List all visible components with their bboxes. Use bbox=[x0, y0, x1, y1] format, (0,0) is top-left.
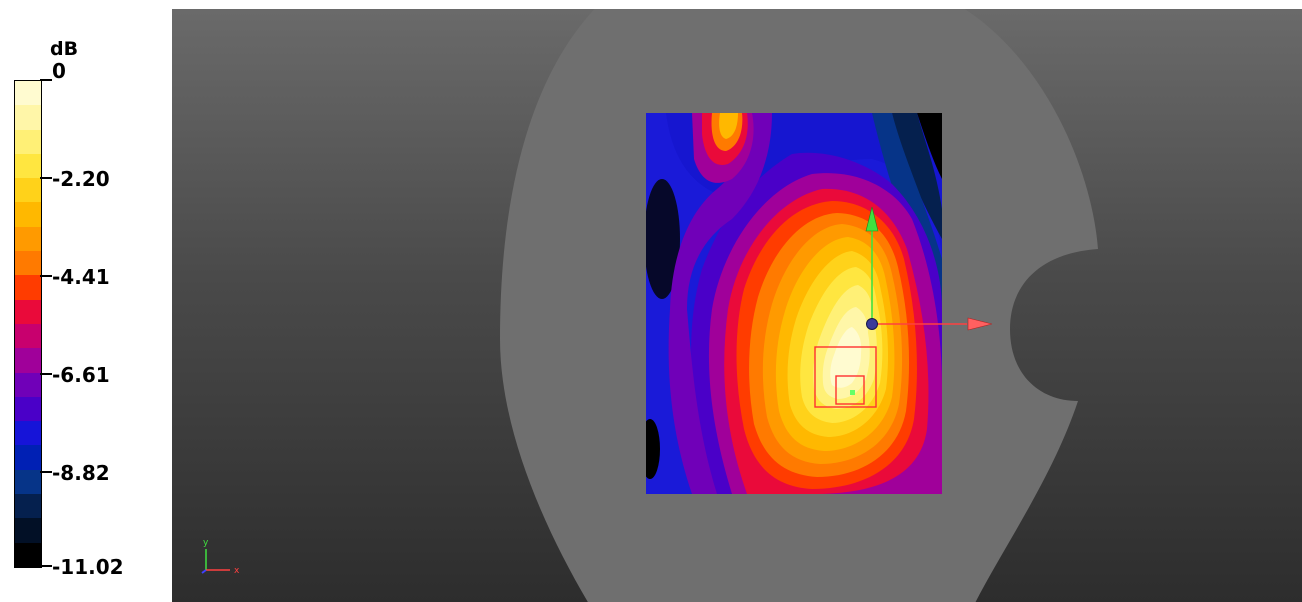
legend-tick-label: -4.41 bbox=[52, 265, 110, 289]
legend-tick-label: 0 bbox=[52, 59, 66, 83]
sar-distribution bbox=[646, 113, 942, 494]
color-scale-legend: dB 0 -2.20 -4.41 -6.61 -8.82 -11.02 bbox=[0, 0, 172, 602]
legend-tick-mark bbox=[40, 471, 52, 473]
y-axis-arrowhead bbox=[865, 206, 879, 232]
axes-triad: y x bbox=[201, 538, 240, 576]
legend-tick-mark bbox=[40, 177, 52, 179]
legend-swatch bbox=[15, 372, 41, 397]
legend-tick-mark bbox=[40, 565, 52, 567]
legend-swatch bbox=[15, 469, 41, 495]
x-axis-arrowhead bbox=[967, 317, 993, 331]
triad-y-label: y bbox=[203, 538, 209, 548]
legend-swatch bbox=[15, 542, 41, 567]
legend-swatch bbox=[15, 153, 41, 179]
triad-z-axis bbox=[201, 569, 207, 574]
legend-tick-label: -2.20 bbox=[52, 167, 110, 191]
legend-swatch bbox=[15, 251, 41, 276]
color-scale-bar bbox=[14, 80, 42, 568]
legend-swatch bbox=[15, 81, 41, 106]
legend-swatch bbox=[15, 178, 41, 203]
legend-tick-label: -11.02 bbox=[52, 555, 124, 579]
legend-swatch bbox=[15, 226, 41, 252]
legend-tick-mark bbox=[40, 373, 52, 375]
legend-swatch bbox=[15, 299, 41, 324]
legend-swatch bbox=[15, 348, 41, 373]
probe-local-axes[interactable] bbox=[865, 206, 993, 331]
legend-swatch bbox=[15, 105, 41, 130]
legend-tick-label: -8.82 bbox=[52, 461, 110, 485]
legend-tick-mark bbox=[40, 79, 52, 81]
area-scan-cube-outer[interactable] bbox=[814, 346, 877, 408]
legend-swatch bbox=[15, 129, 41, 154]
scene-svg[interactable]: y x bbox=[172, 9, 1302, 602]
legend-swatch bbox=[15, 323, 41, 349]
3d-viewport[interactable]: y x bbox=[172, 9, 1302, 602]
zoom-scan-cube-inner[interactable] bbox=[835, 375, 865, 405]
legend-swatch bbox=[15, 494, 41, 519]
legend-unit-label: dB bbox=[50, 38, 79, 60]
legend-swatch bbox=[15, 445, 41, 470]
legend-swatch bbox=[15, 202, 41, 227]
origin-marker bbox=[866, 318, 878, 330]
legend-swatch bbox=[15, 421, 41, 446]
legend-swatch bbox=[15, 518, 41, 543]
legend-tick-mark bbox=[40, 275, 52, 277]
legend-tick-label: -6.61 bbox=[52, 363, 110, 387]
triad-x-label: x bbox=[234, 566, 240, 576]
peak-point-marker bbox=[850, 390, 855, 395]
legend-swatch bbox=[15, 396, 41, 422]
legend-swatch bbox=[15, 275, 41, 300]
